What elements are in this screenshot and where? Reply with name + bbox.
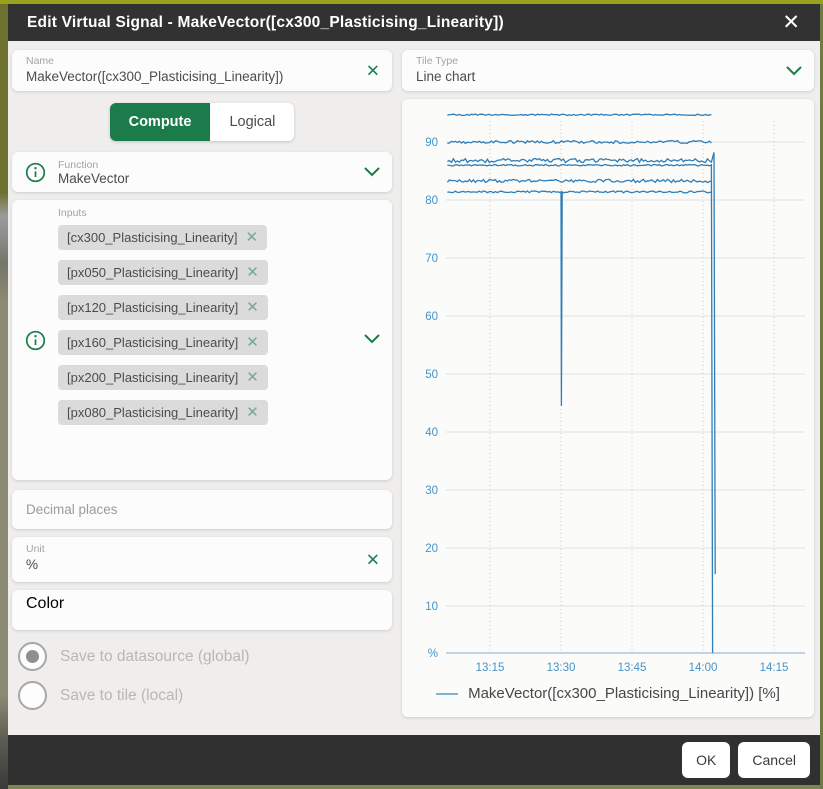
legend-line-marker <box>436 693 458 695</box>
svg-text:60: 60 <box>425 311 438 323</box>
svg-text:50: 50 <box>425 369 438 381</box>
right-column: Tile Type Line chart 90 80 70 60 50 40 30 20 10%… <box>402 50 814 735</box>
svg-text:40: 40 <box>425 427 438 439</box>
input-chip-label: [cx300_Plasticising_Linearity] <box>67 230 238 245</box>
mode-toggle: ComputeLogical <box>12 103 392 141</box>
svg-text:30: 30 <box>425 485 438 497</box>
mode-toggle-compute[interactable]: Compute <box>110 103 211 141</box>
input-chip: [px120_Plasticising_Linearity] ✕ <box>58 295 268 320</box>
function-info-col <box>12 162 58 183</box>
input-chip-label: [px120_Plasticising_Linearity] <box>67 300 238 315</box>
legend-label: MakeVector([cx300_Plasticising_Linearity… <box>468 685 780 702</box>
inputs-field: Inputs [cx300_Plasticising_Linearity]✕[p… <box>12 200 392 480</box>
mode-toggle-group: ComputeLogical <box>110 103 295 141</box>
radio-icon[interactable] <box>18 681 47 710</box>
unit-field[interactable]: Unit % ✕ <box>12 537 392 582</box>
svg-text:13:45: 13:45 <box>618 662 647 674</box>
ok-button[interactable]: OK <box>682 742 730 778</box>
input-chip-label: [px050_Plasticising_Linearity] <box>67 265 238 280</box>
radio-label: Save to datasource (global) <box>60 648 250 666</box>
input-chip-label: [px080_Plasticising_Linearity] <box>67 405 238 420</box>
tile-type-value[interactable]: Line chart <box>416 68 778 86</box>
dialog-title: Edit Virtual Signal - MakeVector([cx300_… <box>27 14 776 32</box>
dialog-footer: OK Cancel <box>8 735 820 785</box>
svg-text:14:15: 14:15 <box>760 662 789 674</box>
tile-type-label: Tile Type <box>416 55 778 68</box>
svg-text:90: 90 <box>425 137 438 149</box>
input-chip-label: [px160_Plasticising_Linearity] <box>67 335 238 350</box>
remove-input-icon[interactable]: ✕ <box>246 265 259 280</box>
inputs-chevron-down-icon[interactable] <box>364 331 380 349</box>
inputs-label: Inputs <box>58 207 352 219</box>
svg-text:20: 20 <box>425 543 438 555</box>
input-chip: [px200_Plasticising_Linearity] ✕ <box>58 365 268 390</box>
remove-input-icon[interactable]: ✕ <box>246 405 259 420</box>
input-chip: [px080_Plasticising_Linearity] ✕ <box>58 400 268 425</box>
svg-text:70: 70 <box>425 253 438 265</box>
svg-text:80: 80 <box>425 195 438 207</box>
svg-text:%: % <box>428 648 438 660</box>
input-chip: [px160_Plasticising_Linearity] ✕ <box>58 330 268 355</box>
cancel-button[interactable]: Cancel <box>738 742 810 778</box>
inputs-chevron-col <box>352 331 392 349</box>
edit-virtual-signal-dialog: Edit Virtual Signal - MakeVector([cx300_… <box>8 4 820 785</box>
line-chart-tile: 90 80 70 60 50 40 30 20 10% 13:15 13:30 13:45 14:00 1… <box>402 99 814 717</box>
svg-text:14:00: 14:00 <box>689 662 718 674</box>
radio-icon[interactable] <box>18 642 47 671</box>
dialog-body: Name MakeVector([cx300_Plasticising_Line… <box>8 41 820 735</box>
dialog-header: Edit Virtual Signal - MakeVector([cx300_… <box>8 4 820 41</box>
save-options-group: Save to datasource (global) Save to tile … <box>12 642 392 720</box>
svg-text:13:30: 13:30 <box>547 662 576 674</box>
save-option-global[interactable]: Save to datasource (global) <box>18 642 392 671</box>
clear-name-icon[interactable]: ✕ <box>366 62 380 79</box>
save-option-local[interactable]: Save to tile (local) <box>18 681 392 710</box>
chart-legend: MakeVector([cx300_Plasticising_Linearity… <box>402 685 814 702</box>
clear-unit-icon[interactable]: ✕ <box>366 551 380 568</box>
window-edge-bottom <box>8 785 820 789</box>
remove-input-icon[interactable]: ✕ <box>246 370 259 385</box>
input-chip: [px050_Plasticising_Linearity] ✕ <box>58 260 268 285</box>
color-field-label: Color <box>26 595 378 613</box>
remove-input-icon[interactable]: ✕ <box>246 335 259 350</box>
function-field[interactable]: Function MakeVector <box>12 152 392 192</box>
window-edge-left <box>0 4 8 789</box>
decimal-places-field[interactable]: Decimal places <box>12 490 392 529</box>
name-field-label: Name <box>26 55 356 68</box>
info-icon[interactable] <box>25 162 46 183</box>
decimal-places-placeholder: Decimal places <box>26 502 118 517</box>
function-field-value[interactable]: MakeVector <box>58 171 392 186</box>
inputs-chip-list: [cx300_Plasticising_Linearity]✕[px050_Pl… <box>58 225 352 435</box>
function-field-label: Function <box>58 159 392 171</box>
radio-dot <box>26 650 39 663</box>
line-chart[interactable]: 90 80 70 60 50 40 30 20 10% 13:15 13:30 13:45 14:00 1… <box>402 103 814 683</box>
function-chevron-down-icon[interactable] <box>364 167 380 177</box>
svg-text:10: 10 <box>425 601 438 613</box>
unit-field-label: Unit <box>26 543 356 556</box>
info-icon[interactable] <box>25 330 46 351</box>
input-chip-label: [px200_Plasticising_Linearity] <box>67 370 238 385</box>
name-field-value[interactable]: MakeVector([cx300_Plasticising_Linearity… <box>26 68 356 86</box>
remove-input-icon[interactable]: ✕ <box>246 300 259 315</box>
name-field[interactable]: Name MakeVector([cx300_Plasticising_Line… <box>12 50 392 91</box>
close-icon[interactable]: ✕ <box>776 10 806 35</box>
remove-input-icon[interactable]: ✕ <box>246 230 259 245</box>
tile-type-chevron-down-icon[interactable] <box>786 66 802 76</box>
color-field[interactable]: Color <box>12 590 392 630</box>
unit-field-value[interactable]: % <box>26 556 356 574</box>
input-chip: [cx300_Plasticising_Linearity] ✕ <box>58 225 267 250</box>
tile-type-field[interactable]: Tile Type Line chart <box>402 50 814 91</box>
radio-label: Save to tile (local) <box>60 687 183 705</box>
svg-text:13:15: 13:15 <box>476 662 505 674</box>
left-column: Name MakeVector([cx300_Plasticising_Line… <box>12 50 392 735</box>
mode-toggle-logical[interactable]: Logical <box>210 103 294 141</box>
inputs-info-col <box>12 330 58 351</box>
